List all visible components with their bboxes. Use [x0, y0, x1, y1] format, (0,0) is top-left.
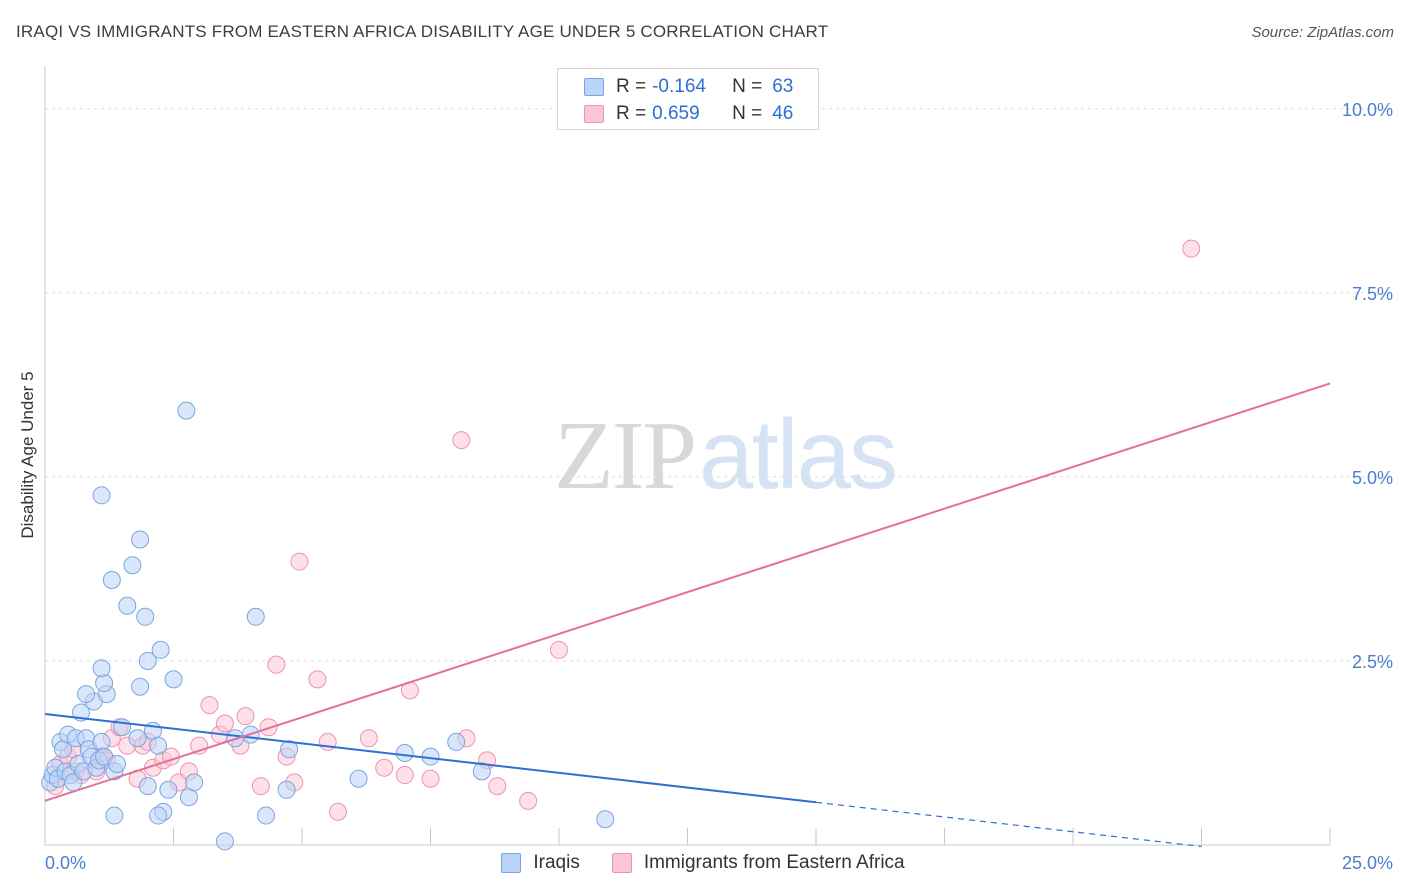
data-point-immigrants — [452, 431, 471, 450]
correlation-legend: R = -0.164 N = 63 R = 0.659 N = 46 — [557, 68, 819, 130]
series-legend: Iraqis Immigrants from Eastern Africa — [0, 852, 1406, 874]
data-point-iraqis — [102, 570, 121, 589]
data-point-iraqis — [246, 607, 265, 626]
data-point-iraqis — [128, 729, 147, 748]
series-iraqis — [41, 401, 615, 851]
tick-labels: 2.5% 5.0% 7.5% 10.0% 0.0% 25.0% — [45, 100, 1393, 873]
trend-line-immigrants — [44, 382, 1331, 802]
data-point-iraqis — [92, 732, 111, 751]
watermark-atlas: atlas — [699, 399, 898, 509]
r-value: -0.164 — [652, 75, 706, 97]
data-point-immigrants — [519, 791, 538, 810]
legend-item-immigrants: Immigrants from Eastern Africa — [611, 852, 905, 874]
legend-swatch-iraqis — [584, 77, 604, 96]
r-label: R = — [616, 75, 647, 97]
data-point-iraqis — [349, 769, 368, 788]
series-immigrants-eastern-africa — [46, 239, 1201, 821]
data-point-iraqis — [257, 806, 276, 825]
data-point-immigrants — [550, 640, 568, 659]
legend-row-iraqis: R = -0.164 N = 63 — [558, 73, 793, 100]
data-point-immigrants — [236, 707, 255, 726]
n-value: 63 — [772, 75, 794, 97]
watermark: ZIPatlas — [554, 398, 898, 512]
axes — [44, 66, 1331, 846]
data-point-iraqis — [138, 777, 157, 796]
n-label: N = — [732, 75, 763, 97]
data-point-immigrants — [328, 802, 347, 821]
legend-label-immigrants: Immigrants from Eastern Africa — [643, 852, 905, 873]
data-point-iraqis — [107, 755, 126, 774]
legend-item-iraqis: Iraqis — [501, 852, 580, 874]
data-point-iraqis — [185, 773, 204, 792]
data-point-iraqis — [596, 810, 615, 829]
data-point-iraqis — [215, 832, 234, 851]
data-point-iraqis — [77, 685, 96, 704]
y-tick-label: 7.5% — [1352, 284, 1393, 304]
legend-swatch-iraqis — [501, 853, 522, 873]
data-point-immigrants — [215, 714, 234, 733]
n-value: 46 — [772, 102, 794, 124]
data-point-immigrants — [200, 696, 219, 715]
data-point-iraqis — [149, 806, 168, 825]
legend-swatch-immigrants — [584, 104, 604, 123]
data-point-iraqis — [136, 607, 155, 626]
data-point-iraqis — [159, 780, 178, 799]
y-tick-label: 5.0% — [1352, 468, 1393, 488]
data-point-iraqis — [123, 556, 142, 575]
legend-label-iraqis: Iraqis — [533, 852, 580, 873]
legend-swatch-immigrants — [611, 853, 632, 873]
data-point-immigrants — [290, 552, 309, 571]
data-point-immigrants — [251, 777, 270, 796]
y-tick-label: 10.0% — [1342, 100, 1393, 120]
data-point-iraqis — [447, 732, 466, 751]
data-point-iraqis — [105, 806, 124, 825]
data-point-iraqis — [280, 740, 299, 759]
data-point-iraqis — [131, 530, 150, 549]
data-point-iraqis — [92, 659, 111, 678]
legend-row-immigrants: R = 0.659 N = 46 — [558, 100, 793, 127]
data-point-immigrants — [395, 766, 414, 785]
data-point-iraqis — [164, 670, 183, 689]
data-point-immigrants — [488, 777, 507, 796]
data-point-immigrants — [359, 729, 378, 748]
data-point-immigrants — [308, 670, 327, 689]
grid-lines — [45, 108, 1395, 662]
y-tick-label: 2.5% — [1352, 652, 1393, 672]
x-tick-label: 25.0% — [1342, 853, 1393, 873]
trend-lines — [44, 382, 1331, 848]
trend-line-iraqis-extension — [815, 801, 1202, 848]
source-credit: Source: ZipAtlas.com — [1251, 24, 1394, 41]
data-point-iraqis — [118, 596, 137, 615]
data-point-iraqis — [149, 736, 168, 755]
data-point-iraqis — [472, 762, 491, 781]
watermark-zip: ZIP — [554, 402, 697, 510]
trend-line-iraqis — [44, 712, 817, 804]
chart-title: IRAQI VS IMMIGRANTS FROM EASTERN AFRICA … — [16, 22, 829, 41]
data-point-iraqis — [95, 674, 114, 693]
data-point-iraqis — [92, 486, 111, 505]
data-point-immigrants — [421, 769, 440, 788]
y-axis-label: Disability Age Under 5 — [18, 371, 37, 539]
data-point-iraqis — [151, 640, 170, 659]
data-point-iraqis — [177, 401, 196, 420]
data-point-immigrants — [375, 758, 394, 777]
data-point-immigrants — [267, 655, 286, 674]
data-point-iraqis — [138, 651, 157, 670]
data-point-immigrants — [1182, 239, 1201, 258]
data-point-iraqis — [395, 743, 414, 762]
data-point-iraqis — [277, 780, 296, 799]
x-tick-label: 0.0% — [45, 853, 86, 873]
r-label: R = — [616, 102, 647, 124]
n-label: N = — [732, 102, 763, 124]
data-point-iraqis — [131, 677, 150, 696]
r-value: 0.659 — [652, 102, 700, 124]
